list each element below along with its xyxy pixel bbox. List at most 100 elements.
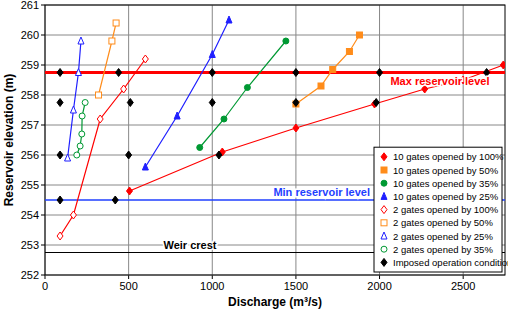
grid-x (212, 5, 213, 275)
data-point (70, 106, 76, 113)
tick-y (41, 155, 45, 156)
tick-label-y: 261 (21, 0, 39, 11)
legend-marker (381, 258, 387, 266)
tick-y (41, 275, 45, 276)
tick-y (41, 185, 45, 186)
data-point (70, 211, 76, 219)
tick-x (379, 275, 380, 279)
legend-label: 2 gates opened by 50% (393, 217, 493, 228)
grid-y (45, 65, 505, 66)
data-point (221, 116, 227, 122)
legend-label: Imposed operation conditions (393, 257, 508, 268)
legend-marker (381, 206, 387, 214)
legend-marker (381, 153, 387, 161)
data-point (57, 232, 63, 240)
data-point (209, 69, 215, 77)
tick-x (212, 275, 213, 279)
y-axis-label: Reservoir elevation (m) (2, 74, 16, 207)
data-point (209, 99, 215, 107)
tick-label-y: 254 (21, 209, 39, 221)
data-point (57, 99, 63, 107)
series-line (68, 41, 81, 158)
tick-y (41, 215, 45, 216)
data-point (57, 151, 63, 159)
data-point (75, 69, 81, 76)
legend-marker (381, 167, 387, 173)
data-point (377, 69, 383, 77)
data-point (226, 16, 232, 23)
legend-label: 10 gates opened by 50% (393, 165, 499, 176)
data-point (113, 20, 119, 26)
data-point (121, 85, 127, 93)
data-point (174, 112, 180, 119)
data-point (109, 38, 115, 44)
annotation-label: Min reservoir level (273, 186, 370, 198)
legend-label: 10 gates opened by 25% (393, 191, 499, 202)
series-line (60, 59, 145, 236)
data-point (126, 151, 132, 159)
tick-label-y: 255 (21, 179, 39, 191)
tick-y (41, 125, 45, 126)
data-point (500, 61, 505, 69)
legend-label: 10 gates opened by 100% (393, 151, 504, 162)
plot-bg (45, 5, 505, 275)
data-point (373, 99, 379, 107)
tick-x (295, 275, 296, 279)
tick-y (41, 35, 45, 36)
tick-label-y: 256 (21, 149, 39, 161)
tick-x (463, 275, 464, 279)
legend-label: 2 gates opened by 35% (393, 244, 493, 255)
legend-label: 2 gates opened by 25% (393, 231, 493, 242)
legend-label: 2 gates opened by 100% (393, 204, 499, 215)
tick-x (128, 275, 129, 279)
data-point (78, 37, 84, 44)
legend-marker (381, 232, 387, 239)
tick-label-x: 0 (42, 280, 48, 292)
legend-marker (381, 180, 387, 186)
legend-marker (381, 246, 387, 252)
series-line (296, 35, 360, 104)
legend-marker (381, 220, 387, 226)
tick-x (45, 275, 46, 279)
tick-label-x: 2000 (367, 280, 391, 292)
legend-box (374, 147, 502, 272)
tick-label-x: 1500 (284, 280, 308, 292)
data-point (346, 49, 352, 55)
grid-y (45, 95, 505, 96)
tick-label-y: 257 (21, 119, 39, 131)
grid-x (128, 5, 129, 275)
tick-label-y: 260 (21, 29, 39, 41)
legend: 10 gates opened by 100% 10 gates opened b… (374, 147, 508, 272)
legend-marker (381, 192, 387, 199)
data-point (283, 38, 289, 44)
data-point (142, 163, 148, 170)
series-line (145, 20, 229, 167)
grid-x (295, 5, 296, 275)
data-point (142, 55, 148, 63)
data-point (318, 83, 324, 89)
series-line (129, 65, 503, 191)
annotation-label: Weir crest (164, 239, 217, 251)
data-point (82, 100, 88, 106)
data-point (330, 67, 336, 73)
data-point (244, 85, 250, 91)
data-point (96, 92, 102, 98)
data-point (74, 152, 80, 158)
tick-label-x: 500 (119, 280, 137, 292)
data-point (127, 99, 133, 107)
tick-y (41, 5, 45, 6)
data-point (79, 113, 85, 119)
data-point (126, 187, 132, 195)
series-group (57, 16, 505, 240)
x-axis-label: Discharge (m³/s) (228, 295, 322, 309)
series-line (200, 41, 286, 148)
data-point (112, 196, 118, 204)
data-point (97, 115, 103, 123)
tick-label-y: 259 (21, 59, 39, 71)
tick-label-x: 2500 (451, 280, 475, 292)
data-point (216, 151, 222, 159)
tick-y (41, 245, 45, 246)
plot-frame (45, 5, 505, 275)
data-point (77, 143, 83, 149)
chart: 0500100015002000250025225325425525625725… (0, 0, 508, 311)
